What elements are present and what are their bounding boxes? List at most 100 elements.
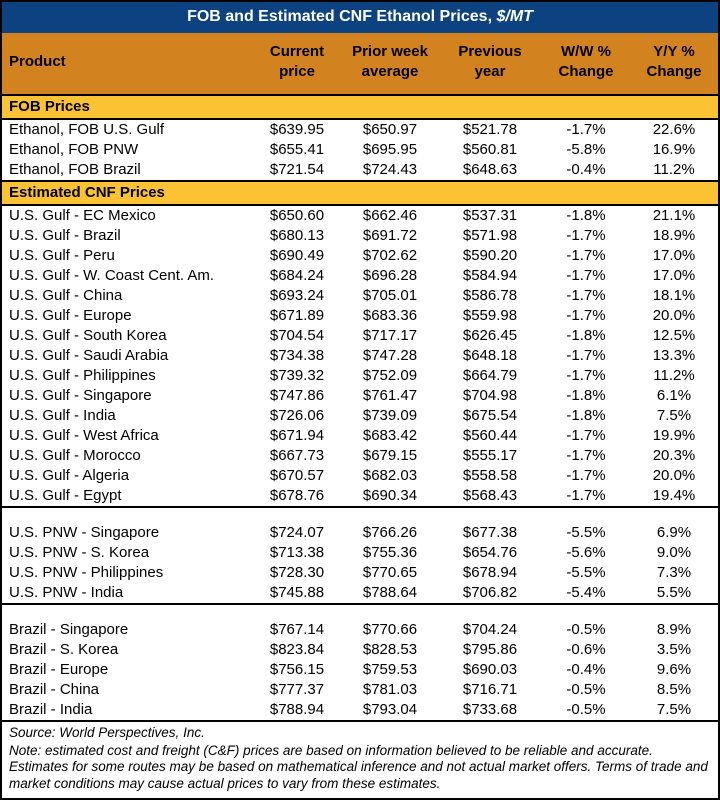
table-title-text: FOB and Estimated CNF Ethanol Prices,	[187, 8, 493, 25]
cell-value: -1.7%	[566, 427, 606, 444]
cell-product: Brazil - India	[9, 701, 93, 718]
cell-value: -5.6%	[566, 544, 606, 561]
section-header-label: Estimated CNF Prices	[2, 180, 718, 206]
cell-value: 9.6%	[656, 661, 692, 678]
table-row: Ethanol, FOB PNW $655.41 $695.95 $560.81 -5.…	[2, 140, 718, 160]
table-row: Ethanol, FOB Brazil $721.54 $724.43 $648.63…	[2, 160, 718, 181]
table-row: U.S. Gulf - China $693.24 $705.01 $586.78 -1…	[2, 286, 718, 306]
cell-value: $683.42	[362, 427, 418, 444]
cell-value: 5.5%	[656, 584, 692, 601]
cell-value: 6.9%	[656, 524, 692, 541]
table-row: U.S. Gulf - Peru $690.49 $702.62 $590.20 -1.…	[2, 246, 718, 266]
cell-value: $683.36	[362, 307, 418, 324]
cell-value: $788.64	[362, 584, 418, 601]
cell-value: $696.28	[362, 267, 418, 284]
cell-product: Brazil - Europe	[9, 661, 109, 678]
cell-value: $724.43	[362, 161, 418, 178]
cell-value: $559.98	[462, 307, 518, 324]
cell-value: -1.7%	[566, 347, 606, 364]
cell-value: 7.3%	[656, 564, 692, 581]
cell-value: -5.5%	[566, 524, 606, 541]
cell-value: $667.73	[269, 447, 325, 464]
cell-value: $560.81	[462, 141, 518, 158]
cell-value: $678.76	[269, 487, 325, 504]
cell-product: U.S. Gulf - W. Coast Cent. Am.	[9, 267, 215, 284]
cell-value: $781.03	[362, 681, 418, 698]
cell-value: $761.47	[362, 387, 418, 404]
cell-value: 8.5%	[656, 681, 692, 698]
cell-value: -1.7%	[566, 487, 606, 504]
cell-value: $521.78	[462, 121, 518, 138]
section-header-row: FOB Prices	[2, 94, 718, 120]
cell-product: U.S. PNW - India	[9, 584, 124, 601]
cell-value: 19.9%	[652, 427, 696, 444]
table-row: Brazil - Singapore $767.14 $770.66 $704.24 -…	[2, 620, 718, 640]
cell-value: $704.98	[462, 387, 518, 404]
table-row: U.S. PNW - Singapore $724.07 $766.26 $677.3…	[2, 523, 718, 543]
cell-value: $721.54	[269, 161, 325, 178]
cell-value: $747.28	[362, 347, 418, 364]
cell-value: -1.7%	[566, 307, 606, 324]
cell-product: Ethanol, FOB Brazil	[9, 161, 141, 178]
cell-value: $691.72	[362, 227, 418, 244]
cell-value: 16.9%	[652, 141, 696, 158]
cell-product: U.S. Gulf - West Africa	[9, 427, 159, 444]
cell-product: U.S. Gulf - Philippines	[9, 367, 156, 384]
cell-product: U.S. Gulf - EC Mexico	[9, 207, 156, 224]
table-row: U.S. Gulf - Saudi Arabia $734.38 $747.28 $6…	[2, 346, 718, 366]
cell-value: 6.1%	[656, 387, 692, 404]
cell-value: $724.07	[269, 524, 325, 541]
table-row: U.S. Gulf - Morocco $667.73 $679.15 $555.17…	[2, 446, 718, 466]
cell-value: 3.5%	[656, 641, 692, 658]
section-header-row: Estimated CNF Prices	[2, 180, 718, 206]
cell-value: $747.86	[269, 387, 325, 404]
cell-product: U.S. PNW - Philippines	[9, 564, 164, 581]
cell-product: U.S. Gulf - Morocco	[9, 447, 141, 464]
cell-value: $639.95	[269, 121, 325, 138]
cell-product: U.S. Gulf - Egypt	[9, 487, 122, 504]
cell-value: $671.94	[269, 427, 325, 444]
cell-value: -0.5%	[566, 621, 606, 638]
source-line: Source: World Perspectives, Inc.	[9, 725, 205, 740]
cell-value: -1.7%	[566, 287, 606, 304]
table-row: U.S. PNW - India $745.88 $788.64 $706.82 -5.…	[2, 583, 718, 604]
cell-value: 8.9%	[656, 621, 692, 638]
cell-value: $558.58	[462, 467, 518, 484]
cell-value: 21.1%	[652, 207, 696, 224]
cell-value: $682.03	[362, 467, 418, 484]
cell-value: $690.34	[362, 487, 418, 504]
section-header-label: FOB Prices	[2, 94, 718, 120]
cell-value: -1.7%	[566, 247, 606, 264]
table-title: FOB and Estimated CNF Ethanol Prices, $/…	[2, 2, 718, 33]
cell-product: U.S. Gulf - Peru	[9, 247, 115, 264]
cell-value: $795.86	[462, 641, 518, 658]
cell-value: $650.60	[269, 207, 325, 224]
cell-value: $733.68	[462, 701, 518, 718]
cell-value: 7.5%	[656, 701, 692, 718]
table-row: U.S. Gulf - Europe $671.89 $683.36 $559.98 -…	[2, 306, 718, 326]
group-spacer-cell	[2, 506, 718, 523]
table-row: U.S. Gulf - West Africa $671.94 $683.42 $56…	[2, 426, 718, 446]
cell-value: $655.41	[269, 141, 325, 158]
table-body: FOB Prices Ethanol, FOB U.S. Gulf $639.95 $…	[2, 94, 718, 720]
cell-value: 18.9%	[652, 227, 696, 244]
table-row: U.S. Gulf - Philippines $739.32 $752.09 $66…	[2, 366, 718, 386]
table-footer: Source: World Perspectives, Inc. Note: e…	[2, 720, 718, 798]
table-row: U.S. Gulf - South Korea $704.54 $717.17 $62…	[2, 326, 718, 346]
cell-value: $716.71	[462, 681, 518, 698]
cell-value: $766.26	[362, 524, 418, 541]
table-row: U.S. Gulf - Singapore $747.86 $761.47 $704.…	[2, 386, 718, 406]
table-row: Ethanol, FOB U.S. Gulf $639.95 $650.97 $521…	[2, 119, 718, 140]
table-row: U.S. PNW - S. Korea $713.38 $755.36 $654.76…	[2, 543, 718, 563]
cell-value: $767.14	[269, 621, 325, 638]
cell-product: U.S. Gulf - Saudi Arabia	[9, 347, 169, 364]
cell-value: 17.0%	[652, 247, 696, 264]
cell-value: 20.0%	[652, 467, 696, 484]
cell-value: $626.45	[462, 327, 518, 344]
cell-value: -5.8%	[566, 141, 606, 158]
cell-value: $704.24	[462, 621, 518, 638]
cell-value: $684.24	[269, 267, 325, 284]
cell-value: -1.8%	[566, 407, 606, 424]
cell-value: $690.49	[269, 247, 325, 264]
